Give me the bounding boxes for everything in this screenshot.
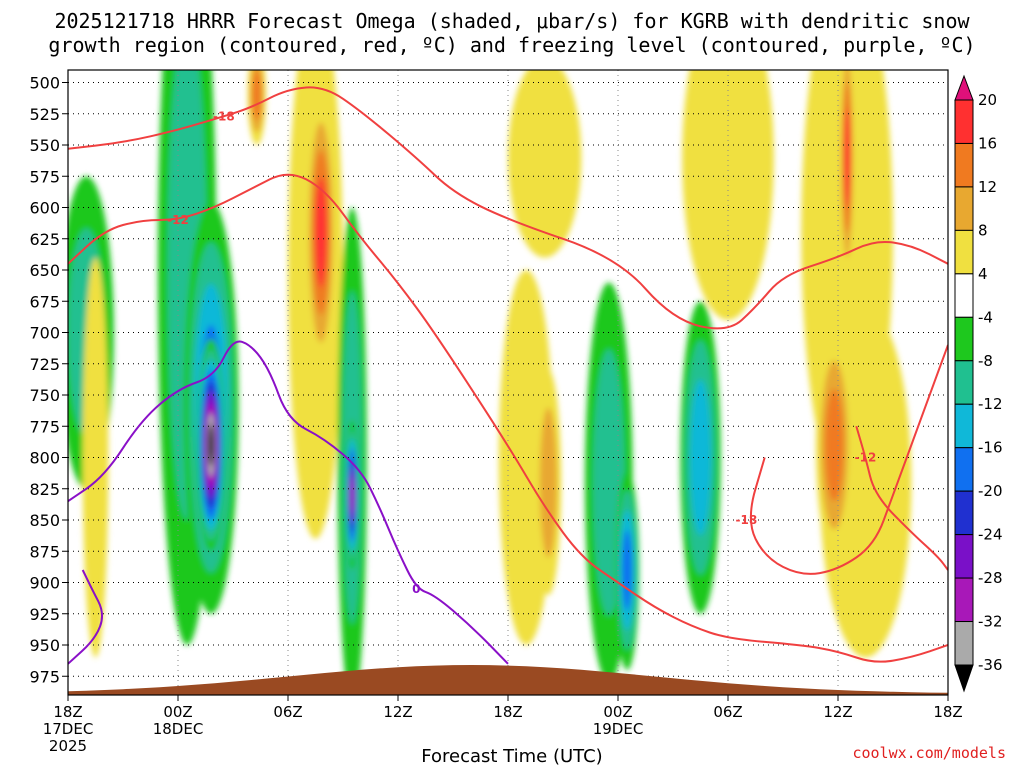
omega-cell xyxy=(690,379,711,536)
colorbar-label: -16 xyxy=(978,439,1003,457)
terrain-layer xyxy=(68,665,948,695)
x-tick-label: 18Z xyxy=(493,703,522,721)
y-tick-label: 575 xyxy=(29,167,60,186)
x-tick-date: 17DEC xyxy=(43,720,94,738)
colorbar-label: 8 xyxy=(978,221,988,239)
chart-title-line-2: growth region (contoured, red, ºC) and f… xyxy=(48,33,976,57)
colorbar-label: -28 xyxy=(978,569,1003,587)
y-tick-label: 975 xyxy=(29,667,60,686)
colorbar-band xyxy=(954,99,974,144)
x-tick-label: 06Z xyxy=(273,703,302,721)
colorbar-top-arrow xyxy=(954,74,974,101)
y-tick-label: 925 xyxy=(29,605,60,624)
x-tick-label: 00Z xyxy=(603,703,632,721)
dgz-contour-line xyxy=(749,344,948,575)
colorbar-band xyxy=(954,534,974,579)
contour-layer: -18 -12 -18 -12 0 xyxy=(68,86,948,665)
colorbar-label: -4 xyxy=(978,308,993,326)
dgz-contour-label: -12 xyxy=(167,213,189,227)
chart-title-line-1: 2025121718 HRRR Forecast Omega (shaded, … xyxy=(54,9,970,33)
colorbar-band xyxy=(954,186,974,231)
dgz-contour-line xyxy=(855,425,948,571)
y-tick-label: 750 xyxy=(29,386,60,405)
dgz-contour-label: -18 xyxy=(213,109,235,123)
y-tick-label: 675 xyxy=(29,292,60,311)
terrain-surface xyxy=(68,665,948,695)
omega-colorbar: 20 16 12 8 4 -4 -8 -12 -16 -20 -24 -28 -32 -36 xyxy=(954,74,1003,693)
colorbar-label: -12 xyxy=(978,395,1003,413)
colorbar-band xyxy=(954,447,974,492)
omega-cell xyxy=(315,177,327,288)
colorbar-label: -20 xyxy=(978,482,1003,500)
y-tick-label: 650 xyxy=(29,261,60,280)
x-tick-label: 18Z xyxy=(933,703,962,721)
y-tick-label: 500 xyxy=(29,74,60,93)
x-tick-date: 18DEC xyxy=(153,720,204,738)
colorbar-band xyxy=(954,142,974,188)
freezing-level-line xyxy=(68,340,509,665)
y-tick-label: 900 xyxy=(29,574,60,593)
omega-cell xyxy=(350,476,355,514)
freezing-level-label: 0 xyxy=(412,582,420,596)
x-tick-label: 12Z xyxy=(823,703,852,721)
x-tick-year: 2025 xyxy=(49,737,87,755)
colorbar-band xyxy=(954,490,974,536)
omega-cell xyxy=(539,407,557,558)
dgz-contour-label: -18 xyxy=(735,513,757,527)
omega-cell xyxy=(825,388,844,502)
dgz-contour-line xyxy=(68,86,948,330)
omega-shading-layer xyxy=(68,70,912,695)
colorbar-band xyxy=(954,360,974,405)
x-tick-date: 19DEC xyxy=(593,720,644,738)
colorbar-label: -24 xyxy=(978,526,1003,544)
omega-cell xyxy=(82,257,109,658)
y-tick-label: 700 xyxy=(29,324,60,343)
freezing-level-line xyxy=(68,569,104,665)
omega-cell xyxy=(252,70,262,120)
colorbar-label: -32 xyxy=(978,613,1003,631)
colorbar-band xyxy=(954,403,974,449)
x-tick-label: 12Z xyxy=(383,703,412,721)
site-credit: coolwx.com/models xyxy=(852,744,1006,762)
y-tick-label: 725 xyxy=(29,355,60,374)
y-tick-label: 875 xyxy=(29,542,60,561)
y-tick-label: 525 xyxy=(29,105,60,124)
colorbar-bottom-arrow xyxy=(954,664,974,693)
x-tick-label: 06Z xyxy=(713,703,742,721)
y-tick-label: 550 xyxy=(29,136,60,155)
y-tick-label: 800 xyxy=(29,449,60,468)
colorbar-label: 16 xyxy=(978,135,997,153)
plot-axes: 500 525 550 575 600 625 650 675 700 725 750 775 800 8… xyxy=(29,69,963,755)
dgz-contour-label: -12 xyxy=(855,451,877,465)
colorbar-label: -36 xyxy=(978,656,1003,674)
dgz-contour-line xyxy=(68,173,948,663)
y-tick-label: 775 xyxy=(29,417,60,436)
x-tick-label: 18Z xyxy=(53,703,82,721)
omega-cell xyxy=(208,423,214,467)
colorbar-label: -8 xyxy=(978,352,993,370)
colorbar-band xyxy=(954,621,974,666)
omega-cell xyxy=(682,70,774,320)
colorbar-label: 12 xyxy=(978,178,997,196)
y-tick-label: 825 xyxy=(29,480,60,499)
colorbar-label: 20 xyxy=(978,91,997,109)
x-tick-label: 00Z xyxy=(163,703,192,721)
y-tick-label: 600 xyxy=(29,199,60,218)
colorbar-label: 4 xyxy=(978,265,988,283)
omega-cell xyxy=(844,107,851,208)
colorbar-band xyxy=(954,316,974,362)
colorbar-band xyxy=(954,273,974,318)
omega-cell xyxy=(622,530,632,610)
omega-cell xyxy=(508,70,582,258)
colorbar-band xyxy=(954,229,974,275)
y-tick-label: 950 xyxy=(29,636,60,655)
colorbar-band xyxy=(954,577,974,623)
y-tick-label: 850 xyxy=(29,511,60,530)
y-tick-label: 625 xyxy=(29,230,60,249)
x-axis-label: Forecast Time (UTC) xyxy=(421,746,603,767)
